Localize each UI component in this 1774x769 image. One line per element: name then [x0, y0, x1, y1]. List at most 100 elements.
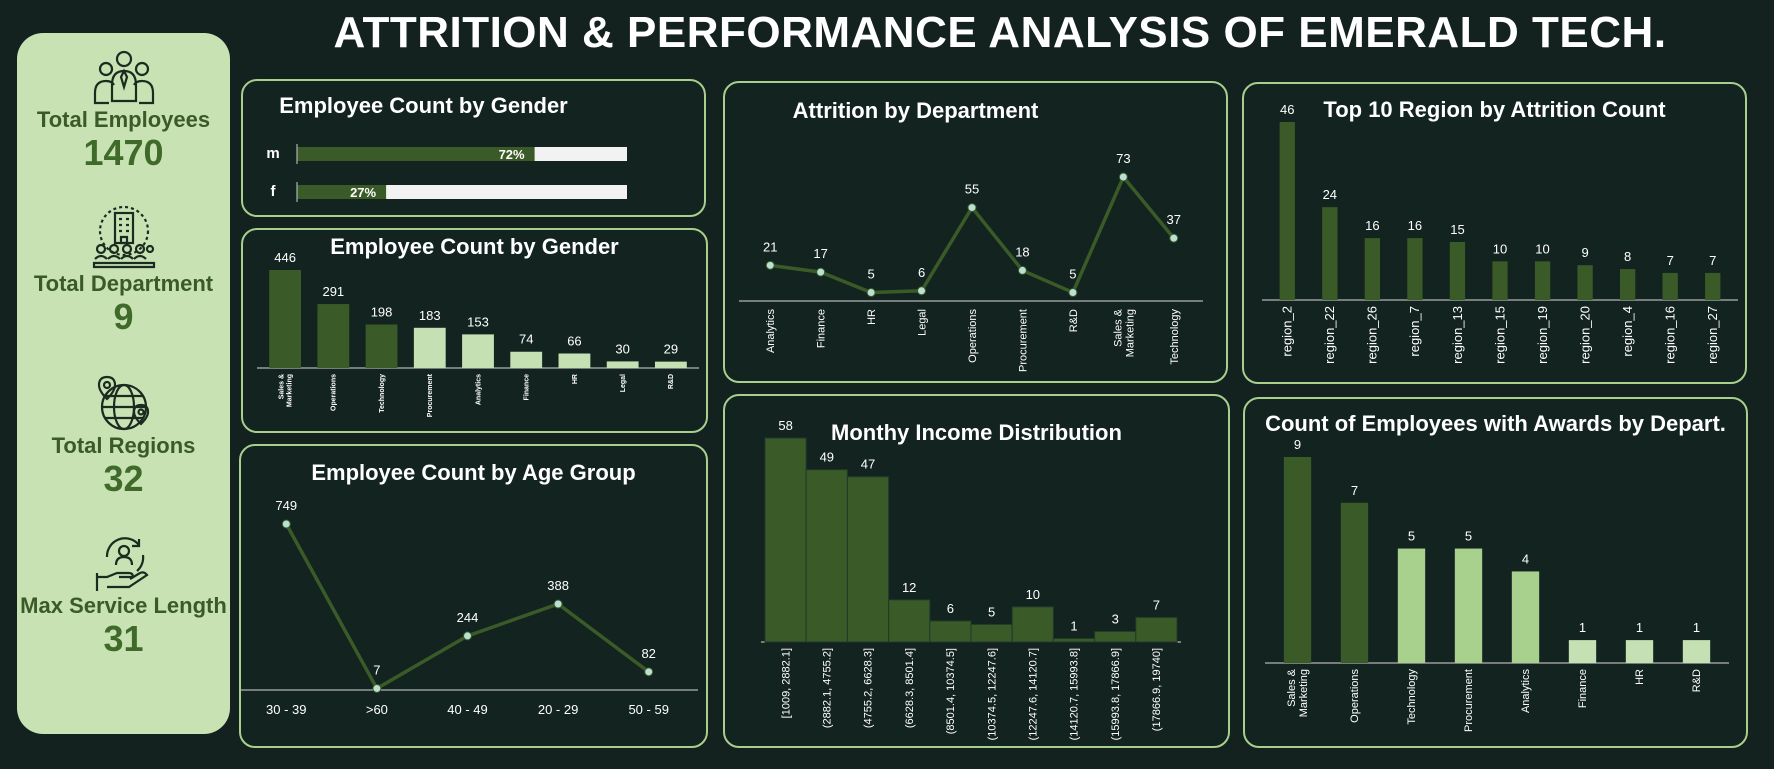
data-point	[281, 519, 291, 529]
bar	[1625, 640, 1654, 663]
data-point	[644, 667, 654, 677]
data-label: 4	[1522, 551, 1529, 566]
kpi-total-regions: Total Regions 32	[17, 375, 230, 499]
tick-label: Sales &Marketing	[1112, 308, 1136, 357]
data-label: 12	[902, 580, 916, 595]
bar	[846, 476, 890, 643]
tick-label: 30 - 39	[266, 702, 306, 717]
bar	[764, 437, 807, 643]
page-title: ATTRITION & PERFORMANCE ANALYSIS OF EMER…	[333, 8, 1667, 57]
tick-label: region_16	[1663, 306, 1678, 364]
gender-label: m	[266, 145, 279, 162]
bar	[1279, 122, 1295, 300]
data-label: 29	[664, 342, 678, 357]
service-hand-cycle-icon	[95, 537, 149, 591]
bar	[606, 361, 639, 368]
bar	[558, 353, 591, 368]
tick-label: Operations	[331, 374, 338, 411]
bar	[1705, 272, 1721, 300]
bar	[1682, 640, 1711, 663]
data-label: 153	[467, 314, 489, 329]
chart-dept-count: 446 Sales &Marketing 291 Operations 198 Techn…	[257, 250, 699, 417]
data-label: 5	[988, 604, 995, 619]
kpi-total-employees: Total Employees 1470	[17, 45, 230, 173]
tick-label: (14120.7, 15993.8]	[1069, 648, 1081, 740]
tick-label: Procurement	[427, 373, 434, 417]
kpi-value: 31	[103, 618, 144, 659]
globe-location-icon	[97, 375, 149, 431]
data-point	[866, 288, 876, 298]
tick-label: HR	[866, 309, 878, 325]
data-label: 7	[373, 662, 380, 677]
kpi-sidebar: Total Employees 1470 Total Department 9	[17, 33, 230, 734]
bar	[1364, 238, 1381, 300]
data-label: 5	[1069, 267, 1076, 282]
kpi-max-service-length: Max Service Length 31	[17, 537, 230, 659]
bar	[317, 304, 350, 368]
tick-label: Technology	[1406, 669, 1418, 725]
tick-label: Technology	[1169, 309, 1181, 365]
data-point	[967, 203, 977, 213]
employees-group-icon	[93, 50, 154, 105]
chart-title: Employee Count by Gender	[330, 234, 619, 259]
data-point	[816, 267, 826, 277]
bar	[365, 324, 398, 368]
data-label: 3	[1112, 611, 1119, 626]
data-label: 21	[763, 239, 777, 254]
bar	[1662, 272, 1678, 300]
tick-label: >60	[366, 702, 388, 717]
tick-label: Legal	[917, 309, 929, 336]
kpi-label: Total Department	[33, 271, 214, 296]
tick-label: 40 - 49	[447, 702, 487, 717]
tick-label: HR	[1634, 669, 1646, 685]
data-label: 5	[1465, 529, 1472, 544]
tick-label: Finance	[1577, 669, 1589, 708]
data-label: 24	[1323, 187, 1337, 202]
data-label: 10	[1535, 241, 1549, 256]
data-label: 55	[965, 182, 979, 197]
bar	[1052, 637, 1096, 643]
tick-label: region_4	[1620, 306, 1635, 357]
data-label: 6	[918, 265, 925, 280]
data-label: 749	[275, 498, 297, 513]
data-point	[917, 286, 927, 296]
data-label: 58	[778, 418, 792, 433]
chart-awards-department: 9 Sales &Marketing 7 Operations 5 Technology 5…	[1265, 437, 1729, 732]
bar	[1511, 571, 1540, 663]
data-label: 10	[1493, 241, 1507, 256]
kpi-total-department: Total Department 9	[17, 205, 230, 337]
gender-label: f	[271, 183, 277, 200]
bar	[929, 620, 972, 643]
chart-title: Top 10 Region by Attrition Count	[1323, 97, 1666, 122]
tick-label: Technology	[379, 374, 386, 413]
data-label: 18	[1015, 244, 1029, 259]
data-label: 9	[1294, 437, 1301, 452]
data-label: 46	[1280, 102, 1294, 117]
tick-label: Procurement	[1463, 669, 1475, 732]
department-building-icon	[92, 205, 155, 269]
kpi-label: Total Regions	[51, 433, 196, 458]
bar	[970, 623, 1013, 643]
data-label: 291	[322, 284, 344, 299]
data-label: 5	[1408, 529, 1415, 544]
tick-label: (12247.6, 14120.7]	[1027, 648, 1039, 740]
tick-label: region_26	[1365, 306, 1380, 364]
panel-region-attrition: Top 10 Region by Attrition Count 46 regio…	[1242, 82, 1747, 384]
tick-label: (10374.5, 12247.6]	[986, 648, 998, 740]
panel-age-group: Employee Count by Age Group 749 30 - 39 7 >…	[239, 444, 708, 748]
bar	[654, 361, 687, 368]
tick-label: Sales &Marketing	[279, 374, 294, 407]
data-point	[553, 599, 563, 609]
data-label: 244	[457, 610, 479, 625]
data-label: 49	[820, 450, 834, 465]
data-label: 8	[1624, 249, 1631, 264]
series-line	[284, 523, 650, 691]
data-label: 16	[1408, 218, 1422, 233]
tick-label: region_2	[1280, 306, 1295, 357]
data-label: 37	[1167, 212, 1181, 227]
bar	[1011, 606, 1054, 643]
bar	[1619, 269, 1636, 300]
tick-label: Sales &Marketing	[1286, 668, 1310, 717]
bar	[1094, 630, 1137, 643]
bar	[269, 270, 302, 368]
